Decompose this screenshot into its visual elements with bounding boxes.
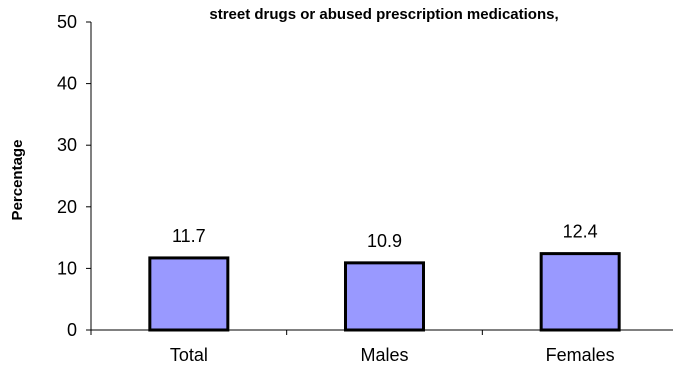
data-label-males: 10.9	[367, 231, 402, 251]
y-tick-label: 20	[57, 197, 77, 217]
x-tick-label-total: Total	[170, 345, 208, 365]
y-tick-label: 10	[57, 258, 77, 278]
y-tick-label: 50	[57, 12, 77, 32]
bar-females	[539, 252, 621, 332]
y-axis-ticks: 0 10 20 30 40 50	[57, 12, 91, 340]
data-label-females: 12.4	[563, 222, 598, 242]
y-tick-label: 40	[57, 74, 77, 94]
y-tick-label: 30	[57, 135, 77, 155]
bar-males	[344, 261, 425, 332]
x-tick-label-males: Males	[360, 345, 408, 365]
x-tick-label-females: Females	[546, 345, 615, 365]
data-labels: 11.7 10.9 12.4	[172, 222, 598, 251]
x-axis-ticks: Total Males Females	[90, 330, 615, 365]
bars	[148, 252, 621, 332]
chart-title: street drugs or abused prescription medi…	[209, 6, 558, 23]
y-tick-label: 0	[67, 320, 77, 340]
data-label-total: 11.7	[172, 226, 206, 246]
y-axis-label: Percentage	[9, 140, 26, 221]
bar-total	[148, 256, 230, 332]
